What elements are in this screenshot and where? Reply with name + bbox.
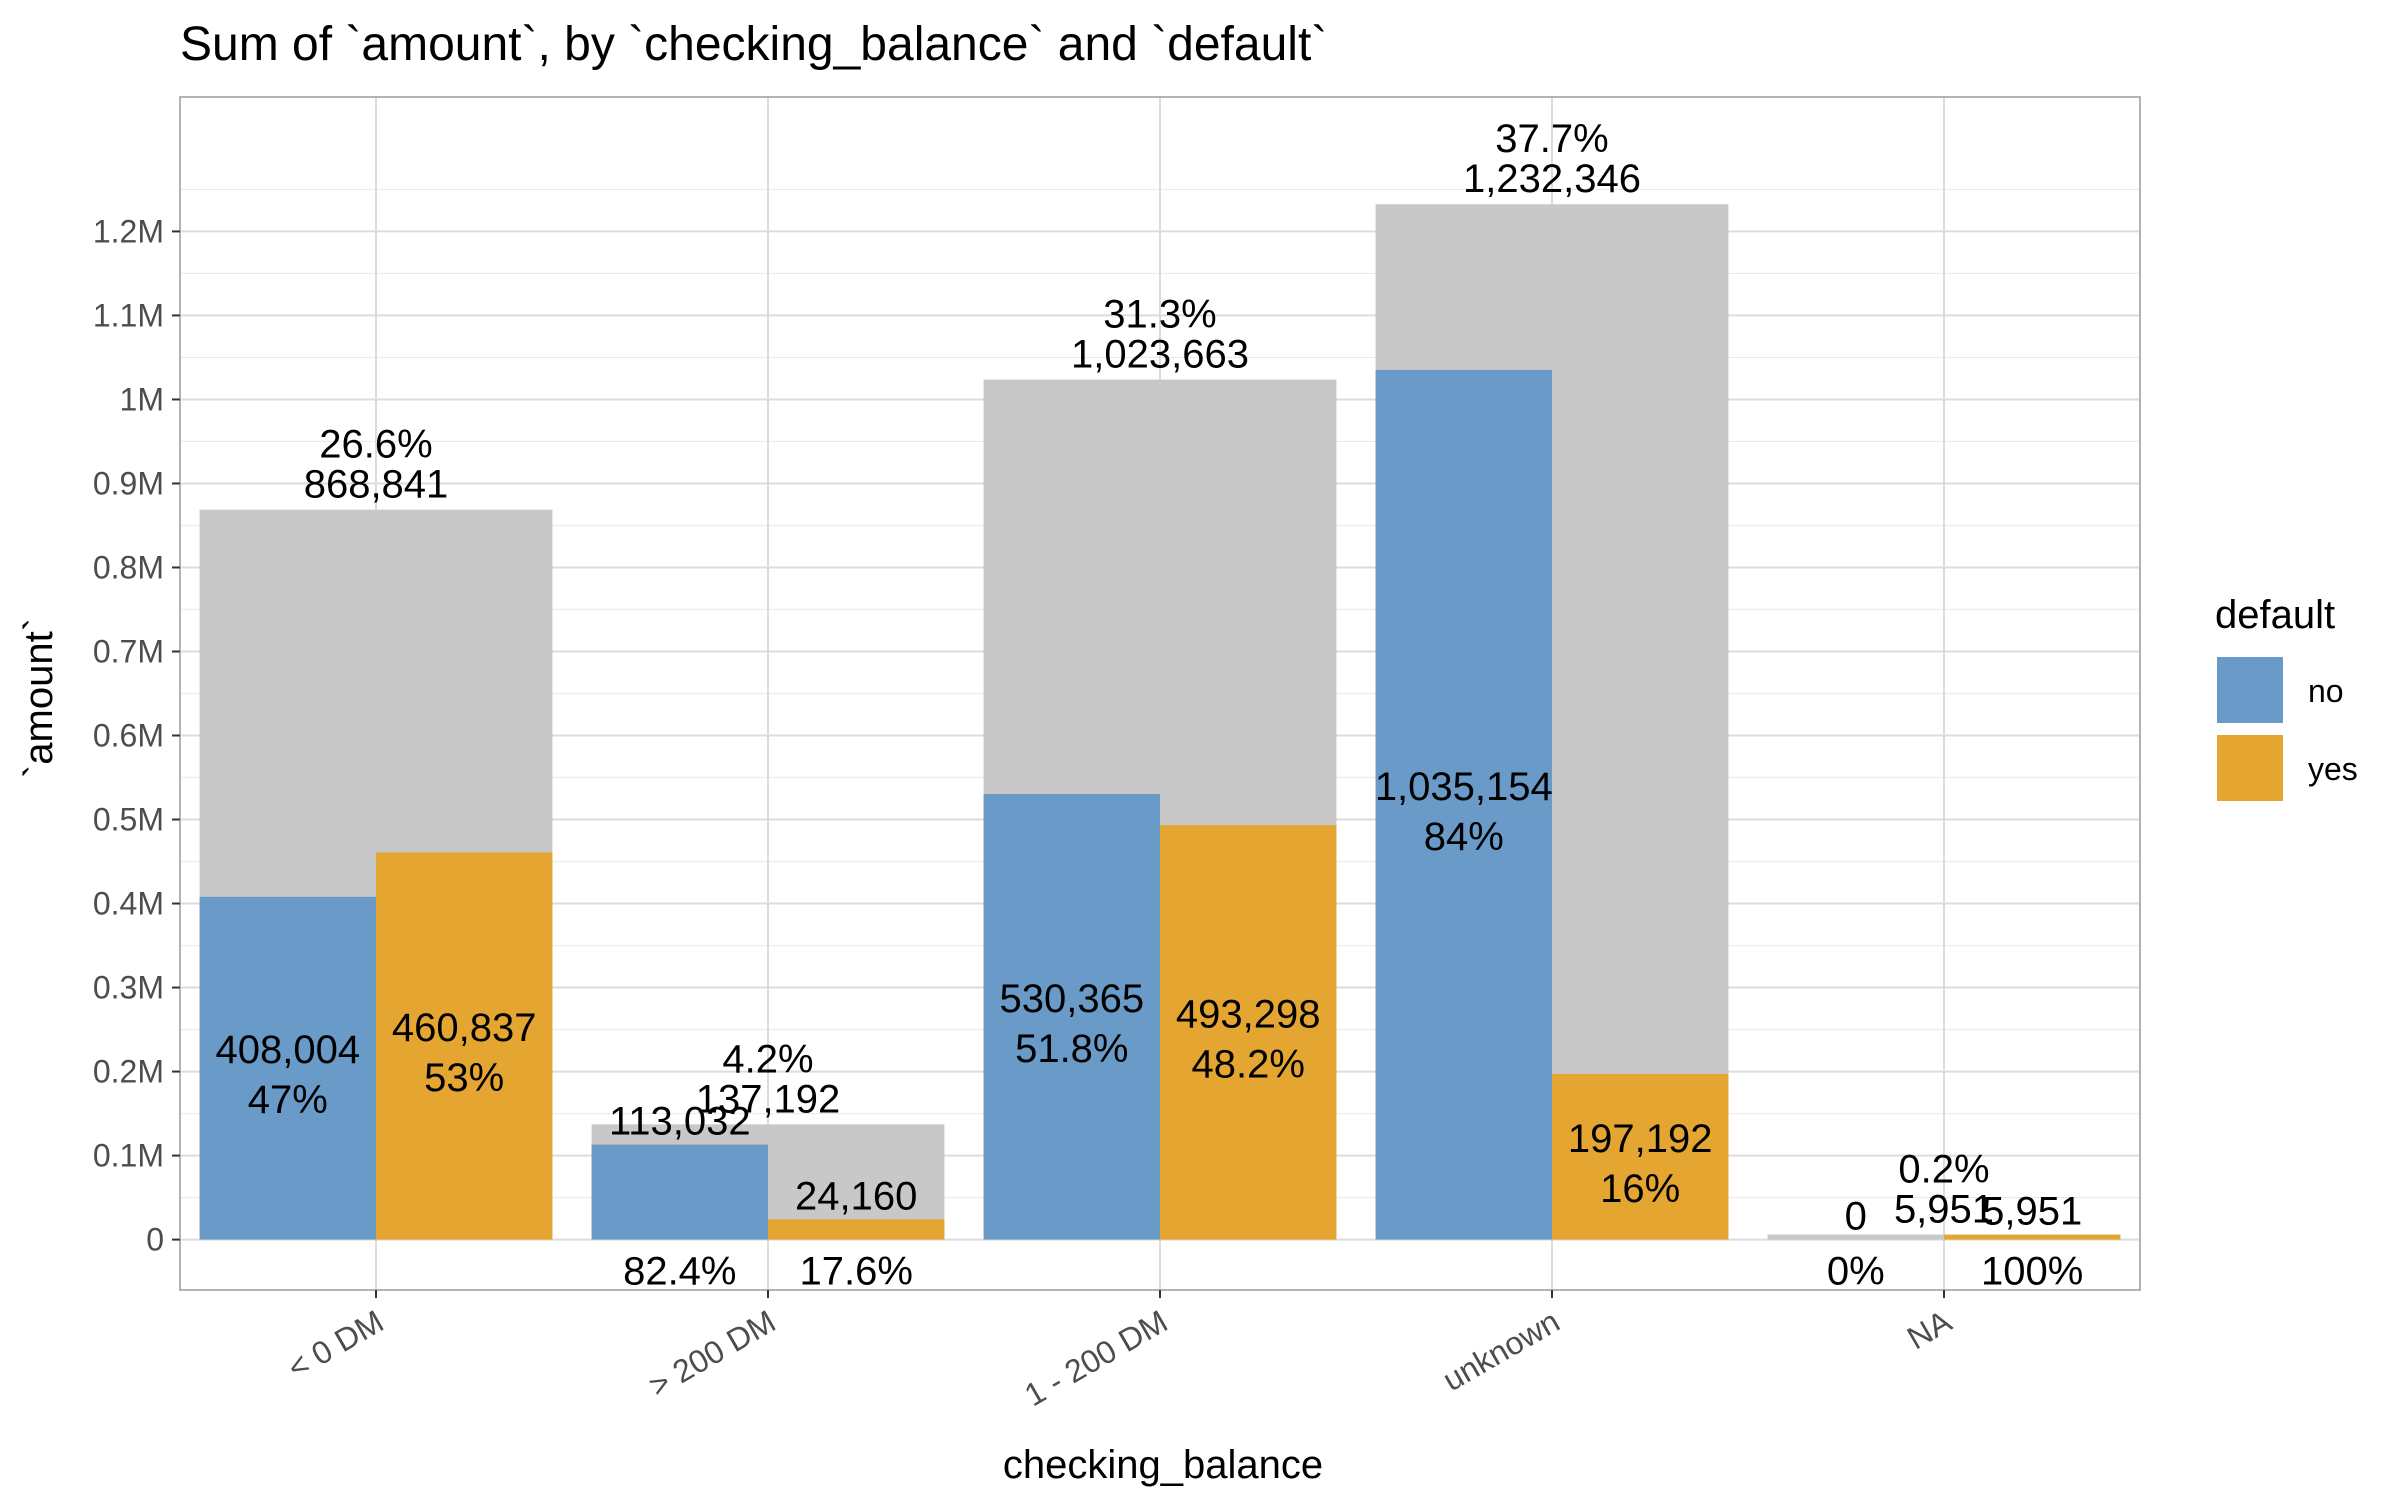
y-tick-label: 0.3M (93, 970, 164, 1006)
x-tick-label: < 0 DM (281, 1303, 389, 1386)
y-tick-label: 0.7M (93, 633, 164, 669)
legend: default no yes (2215, 593, 2358, 801)
series-percent-label: 17.6% (799, 1250, 912, 1294)
series-percent-label: 16% (1600, 1167, 1680, 1211)
bar-no (591, 1144, 768, 1240)
total-value-label: 868,841 (304, 463, 449, 507)
x-axis: < 0 DM > 200 DM 1 - 200 DM unknown NA (281, 1290, 1958, 1413)
legend-title: default (2215, 593, 2335, 637)
y-tick-label: 1.2M (93, 213, 164, 249)
bar-yes (1160, 825, 1337, 1240)
series-percent-label: 51.8% (1015, 1027, 1128, 1071)
y-tick-label: 0.9M (93, 465, 164, 501)
legend-label-no: no (2308, 673, 2344, 709)
total-value-label: 1,232,346 (1463, 157, 1641, 201)
series-value-label: 493,298 (1176, 992, 1321, 1036)
series-percent-label: 47% (248, 1078, 328, 1122)
x-tick-label: > 200 DM (643, 1303, 782, 1404)
bar-yes (1944, 1234, 2121, 1240)
y-axis-title: `amount` (17, 618, 61, 778)
y-tick-label: 0 (146, 1222, 164, 1258)
y-tick-label: 0.5M (93, 802, 164, 838)
total-value-label: 1,023,663 (1071, 333, 1249, 377)
series-value-label: 113,032 (609, 1100, 751, 1144)
bar-no (983, 794, 1160, 1240)
total-percent-label: 26.6% (319, 423, 432, 467)
y-tick-label: 1.1M (93, 297, 164, 333)
bar-yes (768, 1219, 945, 1240)
y-tick-label: 1M (120, 381, 164, 417)
x-axis-title: checking_balance (1003, 1443, 1323, 1487)
total-percent-label: 0.2% (1898, 1148, 1989, 1192)
bar-yes (376, 852, 553, 1240)
series-percent-label: 100% (1981, 1250, 2083, 1294)
legend-swatch-yes (2217, 735, 2283, 801)
x-tick-label: 1 - 200 DM (1018, 1303, 1173, 1413)
chart-title: Sum of `amount`, by `checking_balance` a… (180, 18, 1327, 71)
y-tick-label: 0.1M (93, 1138, 164, 1174)
legend-label-yes: yes (2308, 751, 2358, 787)
series-percent-label: 53% (424, 1056, 504, 1100)
total-percent-label: 37.7% (1495, 117, 1608, 161)
y-tick-label: 0.2M (93, 1054, 164, 1090)
x-tick-label: unknown (1437, 1303, 1566, 1398)
bar-no (199, 896, 376, 1240)
x-tick-label: NA (1901, 1303, 1958, 1357)
series-percent-label: 48.2% (1191, 1042, 1304, 1086)
y-tick-label: 0.6M (93, 718, 164, 754)
series-value-label: 0 (1845, 1195, 1867, 1239)
bar-no (1375, 369, 1552, 1240)
total-percent-label: 4.2% (722, 1037, 813, 1081)
total-value-label: 5,951 (1894, 1188, 1994, 1232)
series-value-label: 5,951 (1982, 1190, 2082, 1234)
bars (199, 204, 2121, 1240)
y-tick-label: 0.4M (93, 886, 164, 922)
total-value-label: 137,192 (696, 1077, 841, 1121)
series-percent-label: 82.4% (623, 1250, 736, 1294)
y-axis: 0 0.1M 0.2M 0.3M 0.4M 0.5M 0.6M 0.7M 0.8M 0.9M 1M 1… (93, 213, 180, 1258)
legend-swatch-no (2217, 657, 2283, 723)
series-percent-label: 84% (1424, 815, 1504, 859)
series-value-label: 1,035,154 (1375, 765, 1553, 809)
bar-yes (1552, 1073, 1729, 1240)
series-value-label: 530,365 (1000, 977, 1145, 1021)
series-value-label: 24,160 (795, 1174, 917, 1218)
series-percent-label: 0% (1827, 1250, 1885, 1294)
series-value-label: 197,192 (1568, 1117, 1713, 1161)
series-value-label: 408,004 (216, 1028, 361, 1072)
series-value-label: 460,837 (392, 1006, 537, 1050)
total-percent-label: 31.3% (1103, 293, 1216, 337)
y-tick-label: 0.8M (93, 549, 164, 585)
